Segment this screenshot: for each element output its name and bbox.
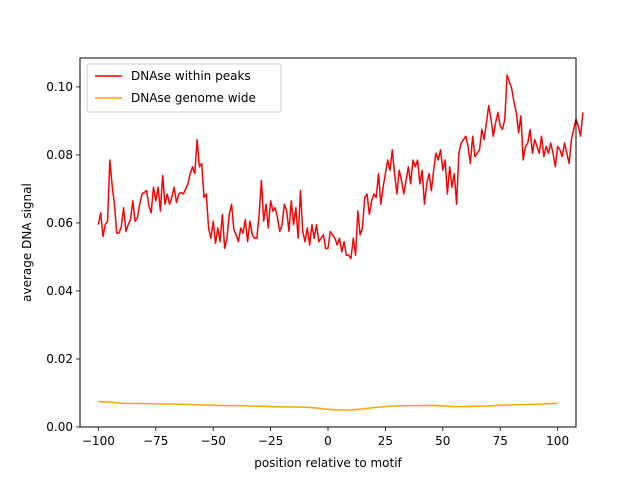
x-tick-label: 50	[435, 434, 450, 448]
x-tick-label: 25	[378, 434, 393, 448]
legend: DNAse within peaks DNAse genome wide	[86, 63, 282, 113]
y-axis-label: average DNA signal	[20, 183, 34, 302]
series-line-dnase-within-peaks	[97, 74, 584, 260]
legend-label-dnase-within-peaks: DNAse within peaks	[131, 69, 251, 83]
y-tick-label: 0.10	[46, 80, 73, 94]
x-tick-label: −100	[82, 434, 115, 448]
y-tick-label: 0.02	[46, 352, 73, 366]
y-tick-label: 0.06	[46, 216, 73, 230]
x-axis-label: position relative to motif	[254, 456, 402, 470]
legend-box	[86, 63, 282, 113]
y-tick-label: 0.00	[46, 420, 73, 434]
x-axis-ticks: −100 −75 −50 −25 0 25 50 75 100	[82, 427, 569, 448]
series-line-dnase-genome-wide	[98, 400, 558, 411]
y-tick-label: 0.04	[46, 284, 73, 298]
series-layer	[97, 74, 584, 411]
y-tick-label: 0.08	[46, 148, 73, 162]
x-tick-label: −50	[201, 434, 226, 448]
x-tick-label: −25	[258, 434, 283, 448]
x-tick-label: 100	[546, 434, 569, 448]
y-axis-ticks: 0.00 0.02 0.04 0.06 0.08 0.10	[46, 80, 80, 434]
x-tick-label: 0	[324, 434, 332, 448]
x-tick-label: −75	[143, 434, 168, 448]
legend-label-dnase-genome-wide: DNAse genome wide	[131, 91, 256, 105]
x-tick-label: 75	[493, 434, 508, 448]
